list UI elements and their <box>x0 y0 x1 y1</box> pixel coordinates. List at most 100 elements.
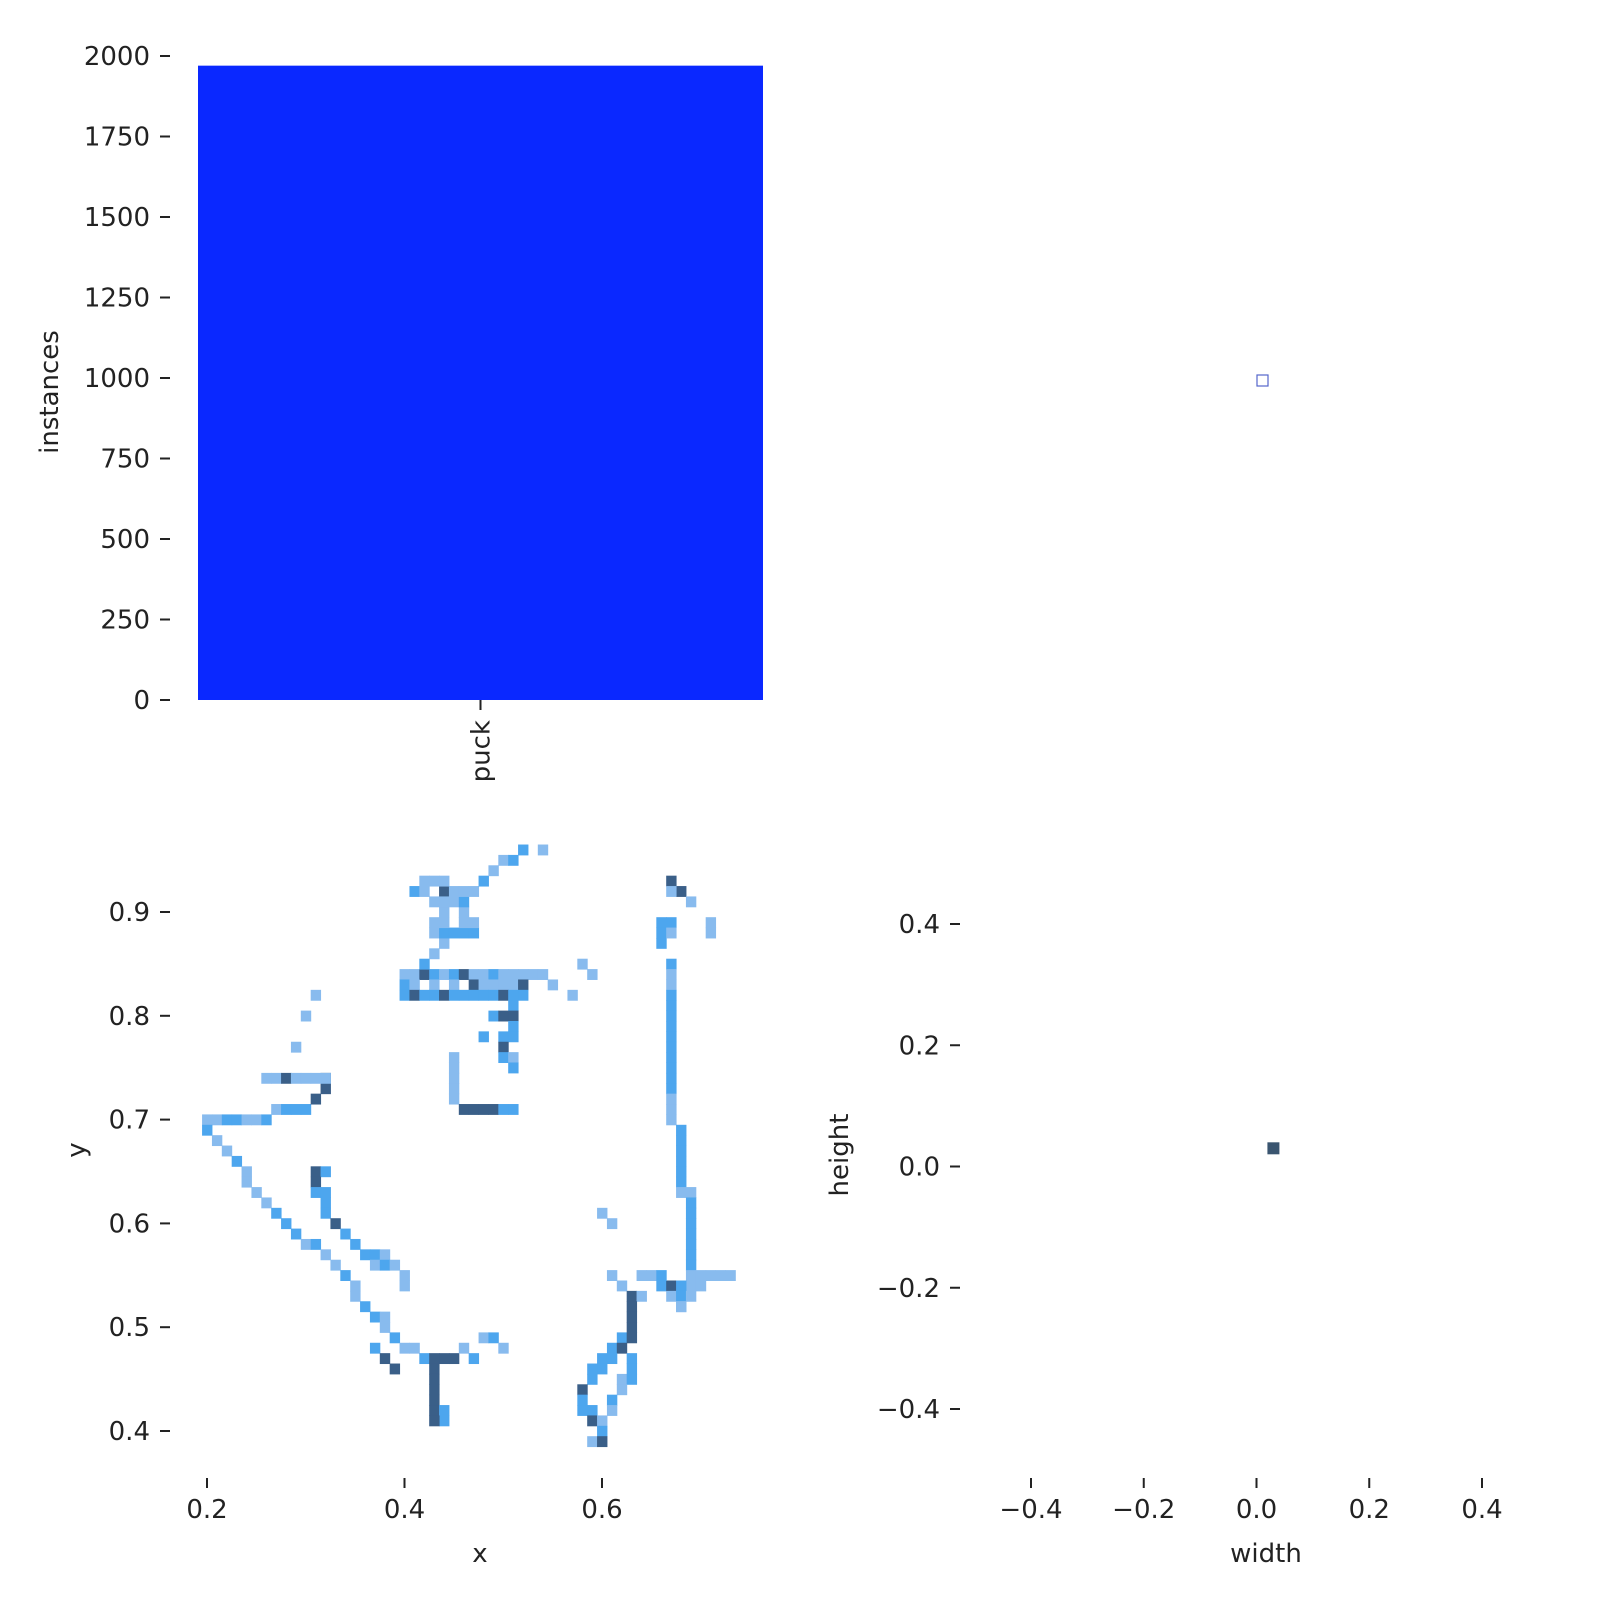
heat-cell <box>320 1187 331 1198</box>
heat-cell <box>587 1363 598 1375</box>
heat-cell <box>715 1270 726 1281</box>
y-tick-label: 1750 <box>84 123 150 153</box>
heat-cell <box>439 1405 450 1416</box>
x-tick-label: −0.2 <box>1112 1495 1175 1525</box>
heat-cell <box>666 1010 677 1022</box>
heat-cell <box>468 989 480 1001</box>
heat-cell <box>320 1249 331 1261</box>
heat-cell <box>429 917 440 929</box>
heat-cell <box>616 1332 628 1344</box>
heat-cell <box>685 1249 697 1261</box>
heat-cell <box>666 927 677 939</box>
heat-cell <box>616 1373 628 1385</box>
heat-cell <box>261 1197 272 1209</box>
heat-cell <box>508 989 519 1001</box>
heat-cell <box>458 1342 470 1354</box>
y-tick-label: 0.7 <box>109 1106 150 1136</box>
width-height-heatmap: −0.4 −0.2 0.0 0.2 0.4 −0.4 −0.2 0.0 0.2 0.4 width h… <box>825 910 1503 1569</box>
heat-cell <box>241 1114 252 1126</box>
heat-cell <box>439 886 450 897</box>
heat-cell <box>439 875 450 887</box>
heat-cell <box>666 1072 677 1084</box>
heat-cell <box>429 1363 440 1375</box>
heat-cell <box>369 1259 381 1271</box>
heat-cell <box>439 1353 450 1365</box>
heat-cell <box>271 1072 282 1084</box>
y-tick-label: 1500 <box>84 203 150 233</box>
heat-cell <box>508 979 519 991</box>
heat-cell <box>685 1270 697 1281</box>
heat-cell <box>676 886 687 897</box>
heat-cell <box>676 1166 687 1178</box>
heat-cell <box>508 1104 519 1115</box>
heat-cell <box>676 1301 687 1313</box>
heat-cell <box>676 1135 687 1147</box>
heat-cell <box>616 1384 628 1396</box>
heat-cell <box>281 1072 292 1084</box>
box-marker <box>1256 374 1269 387</box>
heat-cell <box>409 969 420 980</box>
heat-cell <box>389 1363 401 1375</box>
heat-cell <box>458 927 470 939</box>
heat-cell <box>399 969 410 980</box>
heat-cell <box>695 1270 707 1281</box>
y-tick-label: 1250 <box>84 284 150 314</box>
heat-cell <box>458 1104 470 1115</box>
heat-cell <box>666 1000 677 1012</box>
heat-cell <box>399 989 410 1001</box>
heat-cell <box>488 979 499 991</box>
heat-cell <box>448 1083 460 1095</box>
heat-cell <box>310 1093 322 1105</box>
heat-cell <box>705 1270 717 1281</box>
heat-cell <box>705 917 717 929</box>
heat-cell <box>251 1114 262 1126</box>
heat-cell <box>587 1405 598 1416</box>
class-instances-bar-chart: 0 250 500 750 1000 1250 1500 1750 2000 puck instan… <box>35 42 763 782</box>
heat-cell <box>498 1104 509 1115</box>
heat-cell <box>478 979 489 991</box>
heat-cell <box>666 1052 677 1064</box>
heat-cell <box>310 1072 322 1084</box>
heat-cell <box>439 989 450 1001</box>
heat-cell <box>202 1114 213 1126</box>
heat-cell <box>389 1259 401 1271</box>
heat-cell <box>518 979 529 991</box>
heat-cell <box>261 1114 272 1126</box>
heat-cell <box>300 1072 312 1084</box>
heat-cell <box>419 958 430 970</box>
heat-cell <box>241 1176 252 1188</box>
heat-cell <box>478 875 489 887</box>
heat-cell <box>360 1249 371 1261</box>
heat-cell <box>379 1322 391 1333</box>
heat-cell <box>488 1332 499 1344</box>
heat-cell <box>399 979 410 991</box>
heat-cell <box>320 1207 331 1219</box>
heat-cell <box>547 979 559 991</box>
heat-cell <box>290 1104 302 1115</box>
y-tick-label: 1000 <box>84 364 150 394</box>
heat-cell <box>666 1041 677 1053</box>
heat-cell <box>350 1290 361 1302</box>
heat-cell <box>666 1280 677 1292</box>
heat-cell <box>676 1176 687 1188</box>
heat-cell <box>251 1187 262 1198</box>
heat-cell <box>399 1342 410 1354</box>
heat-cell <box>626 1311 638 1323</box>
y-axis-label: height <box>825 1114 855 1197</box>
heat-cell <box>468 969 480 980</box>
heat-cell <box>448 886 460 897</box>
heat-cell <box>419 969 430 980</box>
heat-cell <box>498 1031 509 1043</box>
heat-cell <box>587 1415 598 1427</box>
heat-cell <box>676 1124 687 1136</box>
heat-cell <box>281 1104 292 1115</box>
heat-cell <box>429 1353 440 1365</box>
heat-cell <box>498 969 509 980</box>
heat-cell <box>290 1228 302 1240</box>
heat-cell <box>508 969 519 980</box>
heat-cell <box>429 1415 440 1427</box>
heat-cell <box>271 1104 282 1115</box>
heat-cell <box>666 979 677 991</box>
heat-cell <box>261 1072 272 1084</box>
heat-cell <box>389 1332 401 1344</box>
